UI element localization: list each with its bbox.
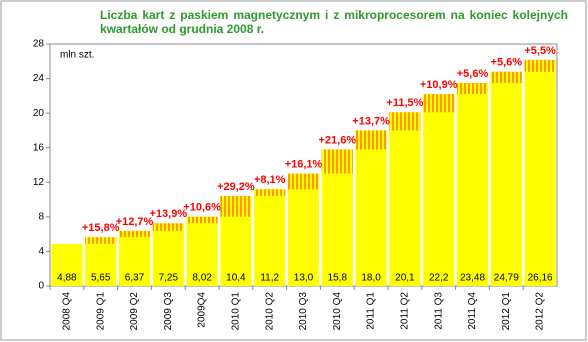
growth-label: +11,5% xyxy=(386,97,423,109)
x-tick-label: 2011 Q2 xyxy=(400,292,411,330)
bar-increment xyxy=(118,230,151,238)
bar xyxy=(389,112,421,287)
y-tick-label: 20 xyxy=(33,108,45,119)
x-tick-label: 2010 Q4 xyxy=(332,292,343,331)
value-label: 4,88 xyxy=(57,273,77,284)
x-tick-label: 2011 Q3 xyxy=(433,292,444,330)
bar xyxy=(186,216,218,286)
value-label: 20,1 xyxy=(395,273,415,284)
bar xyxy=(118,230,151,286)
bar-increment xyxy=(524,59,556,72)
y-tick-label: 16 xyxy=(33,142,45,153)
bar-increment xyxy=(490,71,522,84)
bar xyxy=(423,94,455,286)
growth-label: +13,7% xyxy=(352,115,390,127)
x-tick-label: 2008 Q4 xyxy=(62,292,73,331)
growth-label: +21,6% xyxy=(318,134,356,146)
value-label: 15,8 xyxy=(328,273,348,284)
x-tick-label: 2009 Q2 xyxy=(129,292,140,331)
growth-label: +29,2% xyxy=(217,181,255,193)
x-tick-label: 2012 Q1 xyxy=(501,292,512,331)
growth-label: +8,1% xyxy=(254,174,286,186)
y-axis-label: mln szt. xyxy=(60,50,94,61)
y-tick-label: 12 xyxy=(33,177,45,188)
value-label: 18,0 xyxy=(361,273,381,284)
bar-increment xyxy=(254,189,286,197)
bar xyxy=(85,237,117,286)
bar xyxy=(51,243,83,286)
chart-title: Liczba kart z paskiem magnetycznym i z m… xyxy=(100,8,568,36)
y-tick-label: 8 xyxy=(38,211,44,222)
bar xyxy=(287,173,320,286)
value-label: 13,0 xyxy=(294,273,314,284)
growth-label: +5,5% xyxy=(524,45,556,57)
bar-increment xyxy=(321,149,353,174)
growth-label: +13,9% xyxy=(149,208,187,220)
bar xyxy=(524,59,556,286)
x-tick-label: 2009 Q3 xyxy=(163,292,174,331)
bar-increment xyxy=(423,94,455,113)
value-label: 24,79 xyxy=(494,273,519,284)
x-tick-label: 2010 Q3 xyxy=(298,292,309,331)
value-label: 26,16 xyxy=(528,273,553,284)
bar xyxy=(152,223,184,286)
value-label: 7,25 xyxy=(159,273,179,284)
bar xyxy=(355,130,387,286)
y-tick-label: 24 xyxy=(33,73,45,84)
growth-label: +10,9% xyxy=(420,79,458,91)
y-tick-label: 0 xyxy=(38,281,44,292)
bar xyxy=(490,71,522,287)
value-label: 8,02 xyxy=(192,273,212,284)
bar-increment xyxy=(186,216,218,224)
value-label: 22,2 xyxy=(429,273,449,284)
bar-increment xyxy=(220,196,252,217)
value-label: 6,37 xyxy=(125,273,145,284)
growth-label: +5,6% xyxy=(457,68,489,80)
bar-increment xyxy=(355,130,387,150)
growth-label: +16,1% xyxy=(285,159,323,171)
bar-increment xyxy=(456,83,489,95)
bar-increment xyxy=(85,237,117,244)
x-tick-label: 2010 Q2 xyxy=(264,292,275,331)
y-tick-label: 28 xyxy=(33,39,45,50)
growth-label: +12,7% xyxy=(116,216,154,228)
bar-increment xyxy=(152,223,184,231)
x-tick-label: 2009Q4 xyxy=(197,292,208,328)
x-tick-label: 2011 Q4 xyxy=(467,292,478,330)
value-label: 23,48 xyxy=(460,273,485,284)
value-label: 10,4 xyxy=(226,273,246,284)
bar-increment xyxy=(287,173,320,190)
growth-label: +15,8% xyxy=(82,222,120,234)
y-tick-label: 4 xyxy=(38,246,44,257)
bar-increment xyxy=(389,112,421,131)
growth-label: +5,6% xyxy=(491,57,523,69)
x-tick-label: 2010 Q1 xyxy=(231,292,242,331)
bar xyxy=(456,83,489,287)
value-label: 5,65 xyxy=(91,273,111,284)
bar xyxy=(254,189,286,286)
x-tick-label: 2012 Q2 xyxy=(535,292,546,331)
x-tick-label: 2011 Q1 xyxy=(366,292,377,330)
growth-label: +10,6% xyxy=(183,202,221,214)
value-label: 11,2 xyxy=(260,273,279,284)
x-tick-label: 2009 Q1 xyxy=(95,292,106,331)
